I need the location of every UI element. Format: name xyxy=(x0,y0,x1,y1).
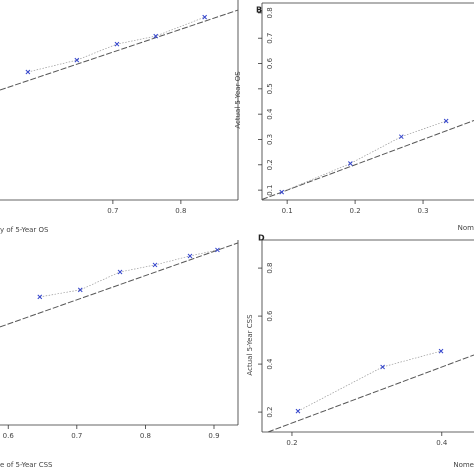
point xyxy=(25,69,31,75)
point xyxy=(443,118,449,124)
point xyxy=(152,262,158,268)
point xyxy=(153,33,159,39)
point xyxy=(37,294,43,300)
x-tick-label: 0.8 xyxy=(140,432,151,440)
x-axis-label: Nome xyxy=(453,461,474,469)
y-tick-label: 0.6 xyxy=(266,310,274,322)
point xyxy=(117,269,123,275)
panel-label: B xyxy=(256,6,262,15)
x-tick-label: 0.4 xyxy=(436,439,448,447)
series-line xyxy=(39,249,218,298)
point xyxy=(202,14,208,20)
y-tick-label: 0.1 xyxy=(266,185,274,196)
y-axis-label: Actual 5-Year OS xyxy=(234,71,242,129)
x-tick-label: 0.7 xyxy=(107,207,118,215)
series-line xyxy=(0,242,239,328)
x-tick-label: 0.2 xyxy=(350,207,361,215)
point xyxy=(187,253,193,259)
series-line xyxy=(297,350,442,412)
point xyxy=(74,57,80,63)
x-tick-label: 0.3 xyxy=(417,207,428,215)
y-tick-label: 0.8 xyxy=(266,7,274,18)
x-tick-label: 0.1 xyxy=(282,207,293,215)
series-line xyxy=(0,9,239,91)
y-tick-label: 0.3 xyxy=(266,134,274,145)
y-tick-label: 0.4 xyxy=(266,108,274,120)
y-tick-label: 0.2 xyxy=(266,159,274,170)
panel-label: D xyxy=(258,234,265,243)
point xyxy=(77,287,83,293)
x-tick-label: 0.8 xyxy=(175,207,186,215)
x-tick-label: 0.2 xyxy=(286,439,297,447)
y-tick-label: 0.7 xyxy=(266,33,274,44)
point xyxy=(295,408,301,414)
x-axis-label: Nom xyxy=(458,224,474,232)
y-tick-label: 0.4 xyxy=(266,358,274,370)
y-tick-label: 0.2 xyxy=(266,407,274,418)
series-line xyxy=(261,120,474,200)
point xyxy=(347,161,353,166)
x-tick-label: 0.9 xyxy=(208,432,219,440)
x-tick-label: 0.6 xyxy=(3,432,15,440)
x-tick-label: 0.7 xyxy=(71,432,82,440)
y-tick-label: 0.6 xyxy=(266,57,274,69)
point xyxy=(380,364,385,370)
point xyxy=(438,348,444,354)
point xyxy=(114,41,120,47)
x-axis-label: y of 5-Year OS xyxy=(0,226,49,234)
point xyxy=(398,134,404,140)
point xyxy=(215,247,220,253)
y-tick-label: 0.8 xyxy=(266,263,274,274)
point xyxy=(279,189,285,195)
y-tick-label: 0.5 xyxy=(266,83,274,94)
x-axis-label: e of 5-Year CSS xyxy=(0,461,53,469)
series-line xyxy=(267,354,474,433)
y-axis-label: Actual 5-Year CSS xyxy=(246,314,254,376)
series-line xyxy=(281,120,447,193)
